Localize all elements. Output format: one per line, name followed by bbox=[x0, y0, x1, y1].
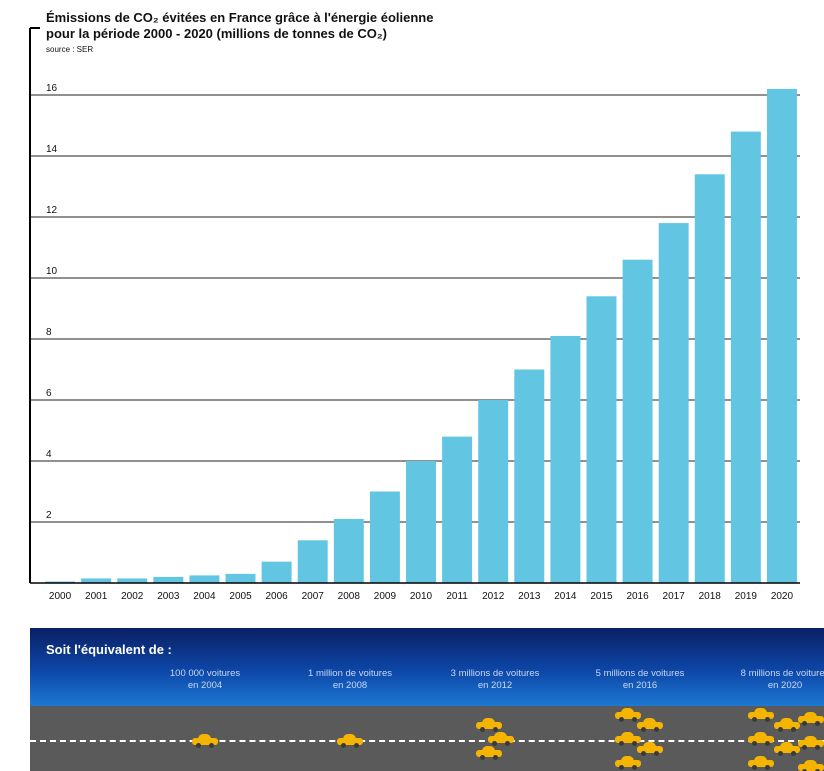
x-tick-label: 2000 bbox=[49, 591, 72, 602]
x-tick-label: 2017 bbox=[663, 591, 686, 602]
x-tick-label: 2005 bbox=[229, 591, 252, 602]
equivalence-item: 100 000 voitures en 2004 bbox=[140, 668, 270, 692]
bar-2007 bbox=[297, 540, 328, 583]
x-tick-label: 2012 bbox=[482, 591, 505, 602]
bars bbox=[45, 88, 797, 584]
equivalence-year: en 2020 bbox=[767, 680, 803, 691]
bar-2012 bbox=[478, 400, 509, 583]
equivalence-year: en 2012 bbox=[477, 680, 513, 691]
bar-2009 bbox=[369, 491, 400, 583]
bar-2006 bbox=[261, 561, 292, 583]
bar-chart: Émissions de CO₂ évitées en France grâce… bbox=[29, 10, 800, 602]
bar-2004 bbox=[189, 575, 220, 583]
x-tick-label: 2002 bbox=[121, 591, 144, 602]
y-tick-label: 10 bbox=[46, 266, 58, 277]
car-icon bbox=[748, 732, 774, 746]
bar-2001 bbox=[81, 578, 112, 583]
bar-2017 bbox=[658, 223, 689, 583]
y-tick-label: 14 bbox=[46, 144, 58, 155]
y-tick-label: 2 bbox=[46, 510, 52, 521]
bar-2013 bbox=[514, 369, 545, 583]
x-tick-label: 2010 bbox=[410, 591, 433, 602]
equivalence-count: 1 million de voitures bbox=[308, 668, 392, 679]
y-tick-label: 16 bbox=[46, 83, 58, 94]
car-icon bbox=[637, 742, 663, 756]
equivalence-count: 8 millions de voitures bbox=[740, 668, 824, 679]
bar-2011 bbox=[442, 436, 473, 583]
equivalence-item: 5 millions de voitures en 2016 bbox=[575, 668, 705, 692]
car-icon bbox=[637, 718, 663, 732]
equivalence-count: 5 millions de voitures bbox=[595, 668, 685, 679]
x-tick-label: 2004 bbox=[193, 591, 216, 602]
bar-2003 bbox=[153, 576, 184, 583]
x-tick-label: 2011 bbox=[446, 591, 468, 602]
car-icon bbox=[748, 756, 774, 770]
car-icon bbox=[798, 736, 824, 750]
chart-source: source : SER bbox=[46, 45, 93, 54]
x-tick-label: 2019 bbox=[735, 591, 758, 602]
equivalence-item: 3 millions de voitures en 2012 bbox=[430, 668, 560, 692]
x-tick-labels: 2000 2001 2002 2003 2004 2005 2006 2007 2008 2009… bbox=[49, 591, 794, 602]
road-dashed-line bbox=[30, 740, 824, 742]
car-icon bbox=[615, 756, 641, 770]
bar-2008 bbox=[333, 518, 364, 583]
x-tick-label: 2020 bbox=[771, 591, 794, 602]
y-tick-label: 4 bbox=[46, 449, 52, 460]
bar-2000 bbox=[45, 581, 76, 583]
x-tick-label: 2018 bbox=[699, 591, 722, 602]
bar-2019 bbox=[730, 131, 761, 583]
x-tick-label: 2013 bbox=[518, 591, 541, 602]
bar-2002 bbox=[117, 578, 148, 583]
equivalence-year: en 2008 bbox=[332, 680, 368, 691]
car-icon bbox=[798, 712, 824, 726]
equivalence-year: en 2016 bbox=[622, 680, 658, 691]
banner-title: Soit l'équivalent de : bbox=[46, 642, 172, 657]
x-tick-label: 2015 bbox=[590, 591, 613, 602]
equivalence-banner: Soit l'équivalent de : 100 000 voitures e… bbox=[30, 628, 824, 706]
x-tick-label: 2001 bbox=[85, 591, 108, 602]
car-icon bbox=[192, 734, 218, 748]
equivalence-item: 8 millions de voitures en 2020 bbox=[720, 668, 824, 692]
bar-2015 bbox=[586, 296, 617, 583]
bar-2020 bbox=[766, 88, 797, 584]
y-tick-labels: 2 4 6 8 10 12 14 16 bbox=[46, 83, 58, 521]
bar-2018 bbox=[694, 174, 725, 584]
car-icon bbox=[615, 732, 641, 746]
equivalence-count: 100 000 voitures bbox=[169, 668, 241, 679]
y-tick-label: 12 bbox=[46, 205, 58, 216]
car-icon bbox=[798, 760, 824, 771]
car-icon bbox=[615, 708, 641, 722]
car-icon bbox=[476, 718, 502, 732]
x-tick-label: 2016 bbox=[626, 591, 649, 602]
car-icon bbox=[748, 708, 774, 722]
x-tick-label: 2006 bbox=[265, 591, 288, 602]
equivalence-year: en 2004 bbox=[187, 680, 223, 691]
x-tick-label: 2007 bbox=[302, 591, 325, 602]
x-tick-label: 2014 bbox=[554, 591, 577, 602]
car-icon bbox=[476, 746, 502, 760]
chart-title-line1: Émissions de CO₂ évitées en France grâce… bbox=[46, 10, 433, 25]
bar-2010 bbox=[406, 461, 436, 583]
bar-2005 bbox=[225, 573, 256, 583]
bar-2014 bbox=[550, 335, 581, 583]
car-icon bbox=[337, 734, 363, 748]
equivalence-item: 1 million de voitures en 2008 bbox=[285, 668, 415, 692]
car-icon bbox=[488, 732, 514, 746]
y-tick-label: 6 bbox=[46, 388, 52, 399]
x-tick-label: 2009 bbox=[374, 591, 397, 602]
road-illustration bbox=[30, 706, 824, 771]
chart-title-line2: pour la période 2000 - 2020 (millions de… bbox=[46, 26, 387, 41]
car-icon bbox=[774, 718, 800, 732]
x-tick-label: 2008 bbox=[338, 591, 361, 602]
car-icon bbox=[774, 742, 800, 756]
y-tick-label: 8 bbox=[46, 327, 52, 338]
equivalence-count: 3 millions de voitures bbox=[450, 668, 540, 679]
grid-lines bbox=[30, 94, 800, 523]
bar-2016 bbox=[622, 259, 653, 583]
x-tick-label: 2003 bbox=[157, 591, 180, 602]
